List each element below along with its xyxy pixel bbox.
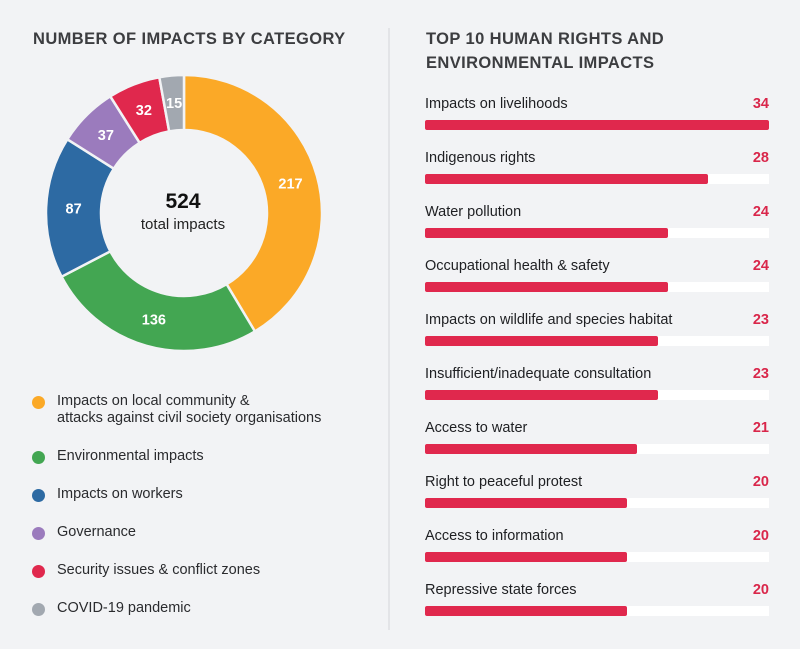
bar-row: Impacts on wildlife and species habitat 2… [425, 310, 769, 364]
bar-chart-title: TOP 10 HUMAN RIGHTS AND ENVIRONMENTAL IM… [426, 30, 665, 72]
bar-row: Indigenous rights 28 [425, 148, 769, 202]
total-impacts-label: total impacts [140, 216, 226, 233]
bar-category-label: Repressive state forces [425, 582, 577, 598]
legend-color-swatch [32, 489, 45, 502]
legend-item: Governance [32, 524, 382, 541]
bar-row: Occupational health & safety 24 [425, 256, 769, 310]
legend-color-swatch [32, 451, 45, 464]
legend-label: Impacts on workers [57, 486, 183, 502]
donut-slice [158, 73, 186, 133]
bar-value-label: 24 [752, 258, 769, 274]
bar-value-label: 20 [752, 528, 769, 544]
legend-label: Governance [57, 524, 136, 540]
bar-category-label: Impacts on livelihoods [425, 96, 568, 112]
legend-color-swatch [32, 565, 45, 578]
legend-item: Environmental impacts [32, 448, 382, 465]
bar-track [425, 174, 769, 184]
donut-chart-title: NUMBER OF IMPACTS BY CATEGORY [33, 30, 346, 48]
bar [425, 606, 628, 616]
bar-row: Water pollution 24 [425, 202, 769, 256]
donut-chart: 217 136 87 37 32 15 [44, 73, 324, 353]
divider [388, 28, 390, 630]
bar-category-label: Access to water [425, 420, 528, 436]
donut-slice-value-label: 32 [136, 103, 152, 119]
bar-category-label: Impacts on wildlife and species habitat [425, 312, 673, 328]
bar-value-label: 23 [752, 366, 769, 382]
donut-slice-value-label: 37 [98, 128, 114, 144]
donut-slice-value-label: 87 [66, 201, 82, 217]
legend-item: COVID-19 pandemic [32, 600, 382, 617]
bar-track [425, 444, 769, 454]
legend-color-swatch [32, 527, 45, 540]
bar [425, 498, 628, 508]
legend-item: Security issues & conflict zones [32, 562, 382, 579]
bar-track [425, 552, 769, 562]
bar-track [425, 498, 769, 508]
bar [425, 552, 628, 562]
donut-slice [60, 250, 257, 353]
bar-row: Insufficient/inadequate consultation 23 [425, 364, 769, 418]
bar [425, 120, 769, 130]
bar [425, 444, 638, 454]
donut-legend: Impacts on local community & attacks aga… [32, 393, 382, 617]
bar-track [425, 336, 769, 346]
bar-value-label: 20 [752, 582, 769, 598]
bar-value-label: 23 [752, 312, 769, 328]
donut-slice [182, 73, 324, 333]
bar-value-label: 20 [752, 474, 769, 490]
bar-value-label: 21 [752, 420, 769, 436]
bar-category-label: Indigenous rights [425, 150, 536, 166]
donut-slice-value-label: 217 [278, 177, 302, 193]
bar-value-label: 28 [752, 150, 769, 166]
bar-category-label: Occupational health & safety [425, 258, 610, 274]
bar [425, 336, 658, 346]
bar-row: Impacts on livelihoods 34 [425, 94, 769, 148]
bar-row: Right to peaceful protest 20 [425, 472, 769, 526]
legend-label: Environmental impacts [57, 448, 204, 464]
legend-label: Security issues & conflict zones [57, 562, 261, 578]
bar-category-label: Access to information [425, 528, 564, 544]
legend-label: Impacts on local community & attacks aga… [57, 393, 322, 426]
bar-row: Access to information 20 [425, 526, 769, 580]
bar-value-label: 34 [752, 96, 769, 112]
bar-track [425, 606, 769, 616]
bar-track [425, 390, 769, 400]
bar-track [425, 282, 769, 292]
total-impacts-value: 524 [165, 190, 201, 213]
bar [425, 282, 668, 292]
bar-value-label: 24 [752, 204, 769, 220]
bar-category-label: Right to peaceful protest [425, 474, 583, 490]
legend-item: Impacts on workers [32, 486, 382, 503]
legend-color-swatch [32, 396, 45, 409]
legend-color-swatch [32, 603, 45, 616]
bar-track [425, 120, 769, 130]
bar [425, 174, 709, 184]
bar [425, 228, 668, 238]
legend-label: COVID-19 pandemic [57, 600, 191, 616]
bar-row: Access to water 21 [425, 418, 769, 472]
donut-slice-value-label: 136 [142, 312, 166, 328]
bar-chart: Impacts on livelihoods 34 Indigenous right… [425, 94, 769, 634]
legend-item: Impacts on local community & attacks aga… [32, 393, 382, 427]
bar-category-label: Water pollution [425, 204, 522, 220]
bar-category-label: Insufficient/inadequate consultation [425, 366, 652, 382]
bar-track [425, 228, 769, 238]
donut-slice-value-label: 15 [166, 96, 182, 112]
bar-row: Repressive state forces 20 [425, 580, 769, 634]
bar [425, 390, 658, 400]
